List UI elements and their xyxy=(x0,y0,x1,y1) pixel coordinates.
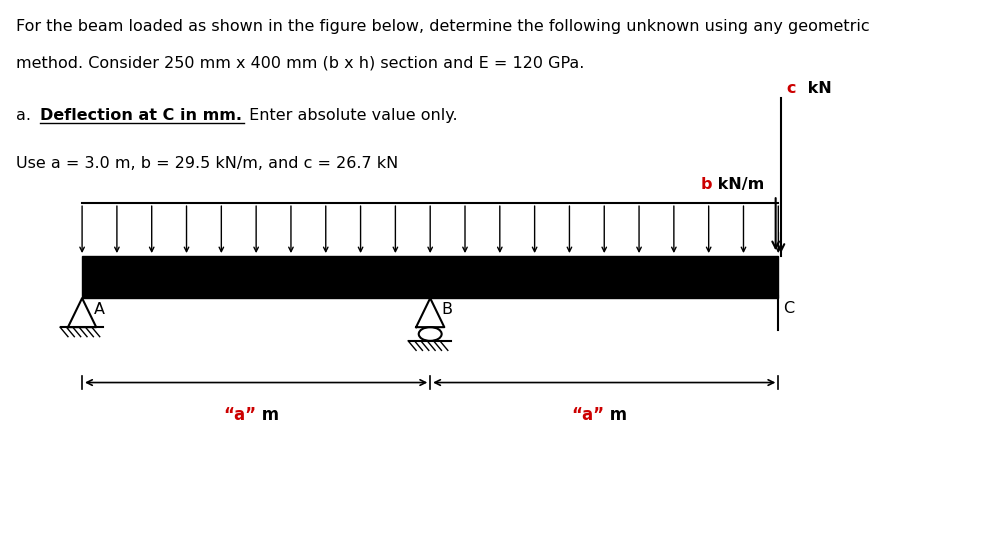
Text: B: B xyxy=(441,302,453,317)
Text: For the beam loaded as shown in the figure below, determine the following unknow: For the beam loaded as shown in the figu… xyxy=(16,19,869,34)
Text: Deflection at C in mm.: Deflection at C in mm. xyxy=(39,108,242,123)
Text: kN: kN xyxy=(802,81,831,96)
Text: C: C xyxy=(782,301,793,316)
Text: Use a = 3.0 m, b = 29.5 kN/m, and c = 26.7 kN: Use a = 3.0 m, b = 29.5 kN/m, and c = 26… xyxy=(16,156,397,171)
Text: method. Consider 250 mm x 400 mm (b x h) section and E = 120 GPa.: method. Consider 250 mm x 400 mm (b x h)… xyxy=(16,55,584,70)
Text: c: c xyxy=(786,81,795,96)
Text: m: m xyxy=(603,406,627,424)
Text: “a”: “a” xyxy=(571,406,603,424)
Text: A: A xyxy=(94,302,105,317)
Bar xyxy=(82,256,778,298)
Text: “a”: “a” xyxy=(223,406,256,424)
Text: Enter absolute value only.: Enter absolute value only. xyxy=(244,108,458,123)
Text: b: b xyxy=(700,176,712,191)
Text: kN/m: kN/m xyxy=(712,176,764,191)
Text: m: m xyxy=(256,406,279,424)
Text: a.: a. xyxy=(16,108,36,123)
